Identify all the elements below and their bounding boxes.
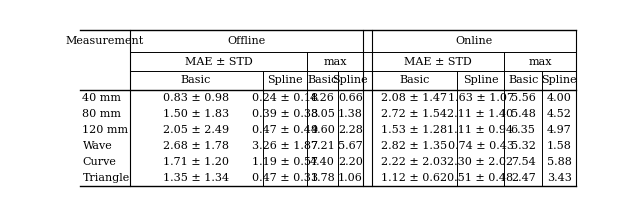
Text: 2.20: 2.20 [338, 157, 363, 167]
Text: 5.88: 5.88 [547, 157, 572, 167]
Text: Basic: Basic [181, 75, 211, 85]
Text: 1.35 ± 1.34: 1.35 ± 1.34 [163, 173, 229, 183]
Text: Spline: Spline [463, 75, 499, 85]
Text: 120 mm: 120 mm [83, 125, 129, 135]
Text: Online: Online [455, 36, 492, 46]
Text: 1.11 ± 0.94: 1.11 ± 0.94 [447, 125, 513, 135]
Text: 3.26 ± 1.87: 3.26 ± 1.87 [252, 141, 318, 151]
Text: 0.83 ± 0.98: 0.83 ± 0.98 [163, 93, 229, 103]
Text: 8.05: 8.05 [310, 109, 335, 119]
Text: 1.19 ± 0.57: 1.19 ± 0.57 [252, 157, 318, 167]
Text: 3.78: 3.78 [310, 173, 335, 183]
Text: Curve: Curve [83, 157, 116, 167]
Text: 1.53 ± 1.28: 1.53 ± 1.28 [381, 125, 447, 135]
Text: 0.51 ± 0.48: 0.51 ± 0.48 [447, 173, 513, 183]
Text: 2.47: 2.47 [511, 173, 536, 183]
Text: 1.63 ± 1.07: 1.63 ± 1.07 [447, 93, 513, 103]
Text: 0.47 ± 0.44: 0.47 ± 0.44 [252, 125, 318, 135]
Text: 1.50 ± 1.83: 1.50 ± 1.83 [163, 109, 229, 119]
Text: 2.68 ± 1.78: 2.68 ± 1.78 [163, 141, 229, 151]
Text: 5.48: 5.48 [511, 109, 536, 119]
Text: Triangle: Triangle [83, 173, 130, 183]
Text: 2.11 ± 1.40: 2.11 ± 1.40 [447, 109, 513, 119]
Text: 7.21: 7.21 [310, 141, 335, 151]
Text: 5.56: 5.56 [511, 93, 536, 103]
Text: Offline: Offline [227, 36, 266, 46]
Text: 1.06: 1.06 [338, 173, 363, 183]
Text: 0.74 ± 0.43: 0.74 ± 0.43 [447, 141, 513, 151]
Text: 2.72 ± 1.54: 2.72 ± 1.54 [381, 109, 447, 119]
Text: Spline: Spline [333, 75, 368, 85]
Text: 1.58: 1.58 [547, 141, 572, 151]
Text: 4.52: 4.52 [547, 109, 572, 119]
Text: 1.38: 1.38 [338, 109, 363, 119]
Text: 2.82 ± 1.35: 2.82 ± 1.35 [381, 141, 447, 151]
Text: max: max [528, 57, 552, 67]
Text: 2.30 ± 2.02: 2.30 ± 2.02 [447, 157, 513, 167]
Text: 2.22 ± 2.03: 2.22 ± 2.03 [381, 157, 447, 167]
Text: 5.32: 5.32 [511, 141, 536, 151]
Text: Spline: Spline [541, 75, 577, 85]
Text: 40 mm: 40 mm [83, 93, 122, 103]
Text: 4.97: 4.97 [547, 125, 572, 135]
Text: MAE ± STD: MAE ± STD [404, 57, 472, 67]
Text: 9.60: 9.60 [310, 125, 335, 135]
Text: 5.67: 5.67 [338, 141, 363, 151]
Text: 0.39 ± 0.33: 0.39 ± 0.33 [252, 109, 318, 119]
Text: 1.71 ± 1.20: 1.71 ± 1.20 [163, 157, 229, 167]
Text: 4.26: 4.26 [310, 93, 335, 103]
Text: 0.66: 0.66 [338, 93, 363, 103]
Text: 80 mm: 80 mm [83, 109, 122, 119]
Text: 0.47 ± 0.31: 0.47 ± 0.31 [252, 173, 318, 183]
Text: Basic: Basic [508, 75, 538, 85]
Text: 0.24 ± 0.18: 0.24 ± 0.18 [252, 93, 318, 103]
Text: 7.54: 7.54 [511, 157, 536, 167]
Text: Spline: Spline [267, 75, 303, 85]
Text: Basic: Basic [399, 75, 429, 85]
Text: 4.00: 4.00 [547, 93, 572, 103]
Text: max: max [323, 57, 347, 67]
Text: Measurement: Measurement [66, 36, 144, 46]
Text: 4.40: 4.40 [310, 157, 335, 167]
Text: 2.08 ± 1.47: 2.08 ± 1.47 [381, 93, 447, 103]
Text: 3.43: 3.43 [547, 173, 572, 183]
Text: 2.28: 2.28 [338, 125, 363, 135]
Text: Basic: Basic [307, 75, 338, 85]
Text: 2.05 ± 2.49: 2.05 ± 2.49 [163, 125, 229, 135]
Text: 6.35: 6.35 [511, 125, 536, 135]
Text: MAE ± STD: MAE ± STD [184, 57, 252, 67]
Text: Wave: Wave [83, 141, 112, 151]
Text: 1.12 ± 0.62: 1.12 ± 0.62 [381, 173, 447, 183]
